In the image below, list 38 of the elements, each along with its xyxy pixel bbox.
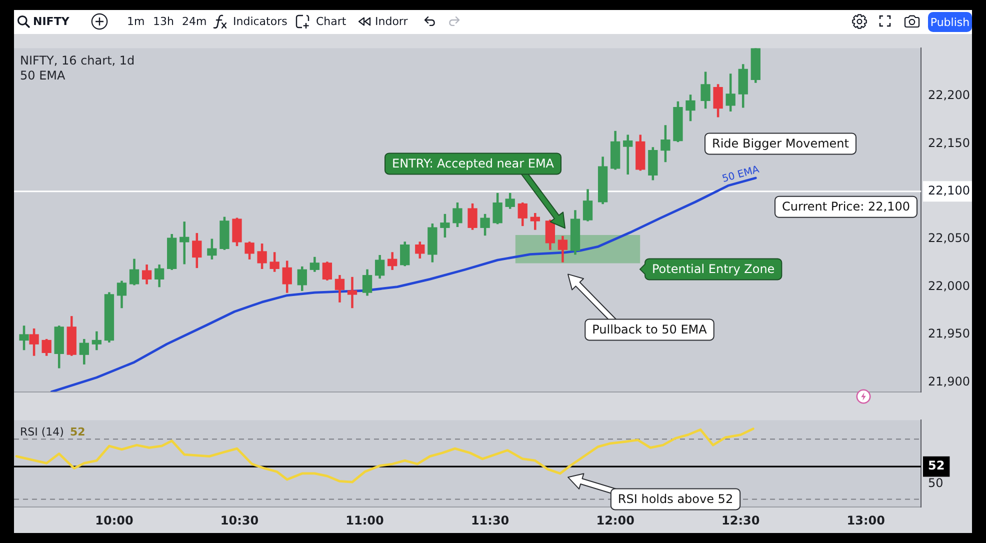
text: Chart xyxy=(316,15,346,29)
y-tick-label: 22,000 xyxy=(928,278,970,293)
x-tick-label: 10:00 xyxy=(95,513,134,528)
y-tick-label: 22,100 xyxy=(928,183,970,198)
text: Indorr xyxy=(375,15,408,29)
y-tick-label: 22,200 xyxy=(928,88,970,102)
x-tick-label: 12:30 xyxy=(722,513,760,528)
y-tick-label: 22,150 xyxy=(928,136,970,150)
text: Indicators xyxy=(233,15,288,29)
x-tick-label: 11:00 xyxy=(346,513,384,528)
candlestick xyxy=(347,276,358,308)
x-tick-label: 11:30 xyxy=(470,513,510,528)
y-tick-label: 52 xyxy=(928,458,945,473)
candlestick xyxy=(623,134,633,175)
annotation: RSI holds above 52 xyxy=(618,492,734,506)
y-tick-label: 22,050 xyxy=(928,231,970,246)
y-tick-label: 21,950 xyxy=(928,326,970,341)
text: 50 EMA xyxy=(721,164,761,185)
text: 13h xyxy=(153,15,174,29)
annotation: Potential Entry Zone xyxy=(652,262,775,276)
text: 24m xyxy=(182,15,207,29)
x-tick-label: 10:30 xyxy=(220,513,259,528)
y-tick-label: 21,900 xyxy=(928,374,970,388)
x-tick-label: 13:00 xyxy=(846,513,885,528)
text: NIFTY xyxy=(33,15,70,29)
y-tick-label: 50 xyxy=(928,476,944,490)
annotation: Ride Bigger Movement xyxy=(712,136,850,150)
text: RSI (14) xyxy=(20,426,64,439)
x-tick-label: 12:00 xyxy=(596,513,634,528)
annotation: 52 xyxy=(70,426,86,439)
annotation: Pullback to 50 EMA xyxy=(592,322,708,336)
text: 1m xyxy=(127,15,145,29)
text: NIFTY, 16 chart, 1d xyxy=(20,53,135,68)
ref-line-label: Current Price: 22,100 xyxy=(782,199,910,214)
annotation: ENTRY: Accepted near EMA xyxy=(392,156,555,170)
candlestick xyxy=(180,222,190,264)
publish-button: Publish xyxy=(928,12,972,32)
text: 50 EMA xyxy=(20,68,66,82)
